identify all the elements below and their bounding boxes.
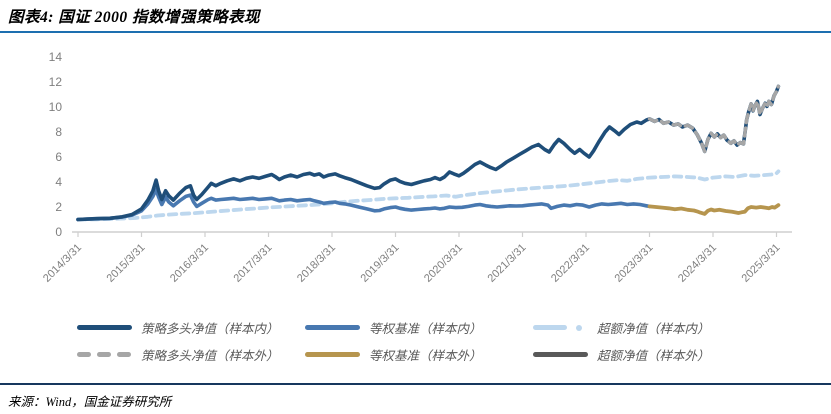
legend-item: 超额净值（样本外）	[533, 341, 710, 368]
legend-item: 策略多头净值（样本内）	[77, 314, 305, 341]
legend-label: 等权基准（样本外）	[369, 349, 482, 363]
legend-swatch-solid	[305, 352, 360, 357]
legend-label: 等权基准（样本内）	[369, 322, 482, 336]
figure-title: 图表4: 国证 2000 指数增强策略表现	[8, 9, 261, 26]
svg-text:0: 0	[55, 225, 62, 239]
title-underline	[0, 31, 831, 33]
legend-swatch-dash-dot	[533, 324, 588, 331]
svg-text:4: 4	[55, 175, 62, 189]
svg-text:2018/3/31: 2018/3/31	[295, 242, 338, 285]
svg-text:12: 12	[49, 75, 63, 89]
svg-text:2021/3/31: 2021/3/31	[486, 242, 529, 285]
svg-text:8: 8	[55, 125, 62, 139]
svg-text:2015/3/31: 2015/3/31	[105, 242, 148, 285]
svg-text:2016/3/31: 2016/3/31	[168, 242, 211, 285]
footer-rule	[0, 383, 831, 385]
chart-legend: 策略多头净值（样本内） 等权基准（样本内） 超额净值（样本内） 策略多头净值（样本外）…	[77, 314, 710, 368]
svg-text:14: 14	[49, 50, 63, 64]
svg-text:2025/3/31: 2025/3/31	[740, 242, 783, 285]
legend-item: 策略多头净值（样本外）	[77, 341, 305, 368]
svg-text:2014/3/31: 2014/3/31	[41, 242, 84, 285]
line-chart: 0 2 4 6 8 10 12 14 2014/3/31 2015/3/31 2016/3/31 20…	[41, 50, 792, 285]
legend-swatch-dashed	[77, 352, 132, 357]
legend-swatch-solid	[533, 352, 588, 357]
legend-item: 超额净值（样本内）	[533, 314, 710, 341]
source-note: 来源：Wind，国金证券研究所	[8, 395, 172, 409]
svg-text:2: 2	[55, 200, 62, 214]
legend-label: 超额净值（样本外）	[597, 349, 710, 363]
svg-text:2024/3/31: 2024/3/31	[676, 242, 719, 285]
svg-text:6: 6	[55, 150, 62, 164]
svg-text:2023/3/31: 2023/3/31	[613, 242, 656, 285]
svg-text:2017/3/31: 2017/3/31	[232, 242, 275, 285]
svg-text:10: 10	[49, 100, 63, 114]
svg-text:2022/3/31: 2022/3/31	[549, 242, 592, 285]
legend-swatch-solid	[305, 325, 360, 330]
legend-label: 策略多头净值（样本外）	[141, 349, 279, 363]
legend-label: 策略多头净值（样本内）	[141, 322, 279, 336]
legend-swatch-solid	[77, 325, 132, 330]
legend-label: 超额净值（样本内）	[597, 322, 710, 336]
legend-item: 等权基准（样本内）	[305, 314, 533, 341]
svg-text:2019/3/31: 2019/3/31	[359, 242, 402, 285]
legend-item: 等权基准（样本外）	[305, 341, 533, 368]
svg-text:2020/3/31: 2020/3/31	[422, 242, 465, 285]
